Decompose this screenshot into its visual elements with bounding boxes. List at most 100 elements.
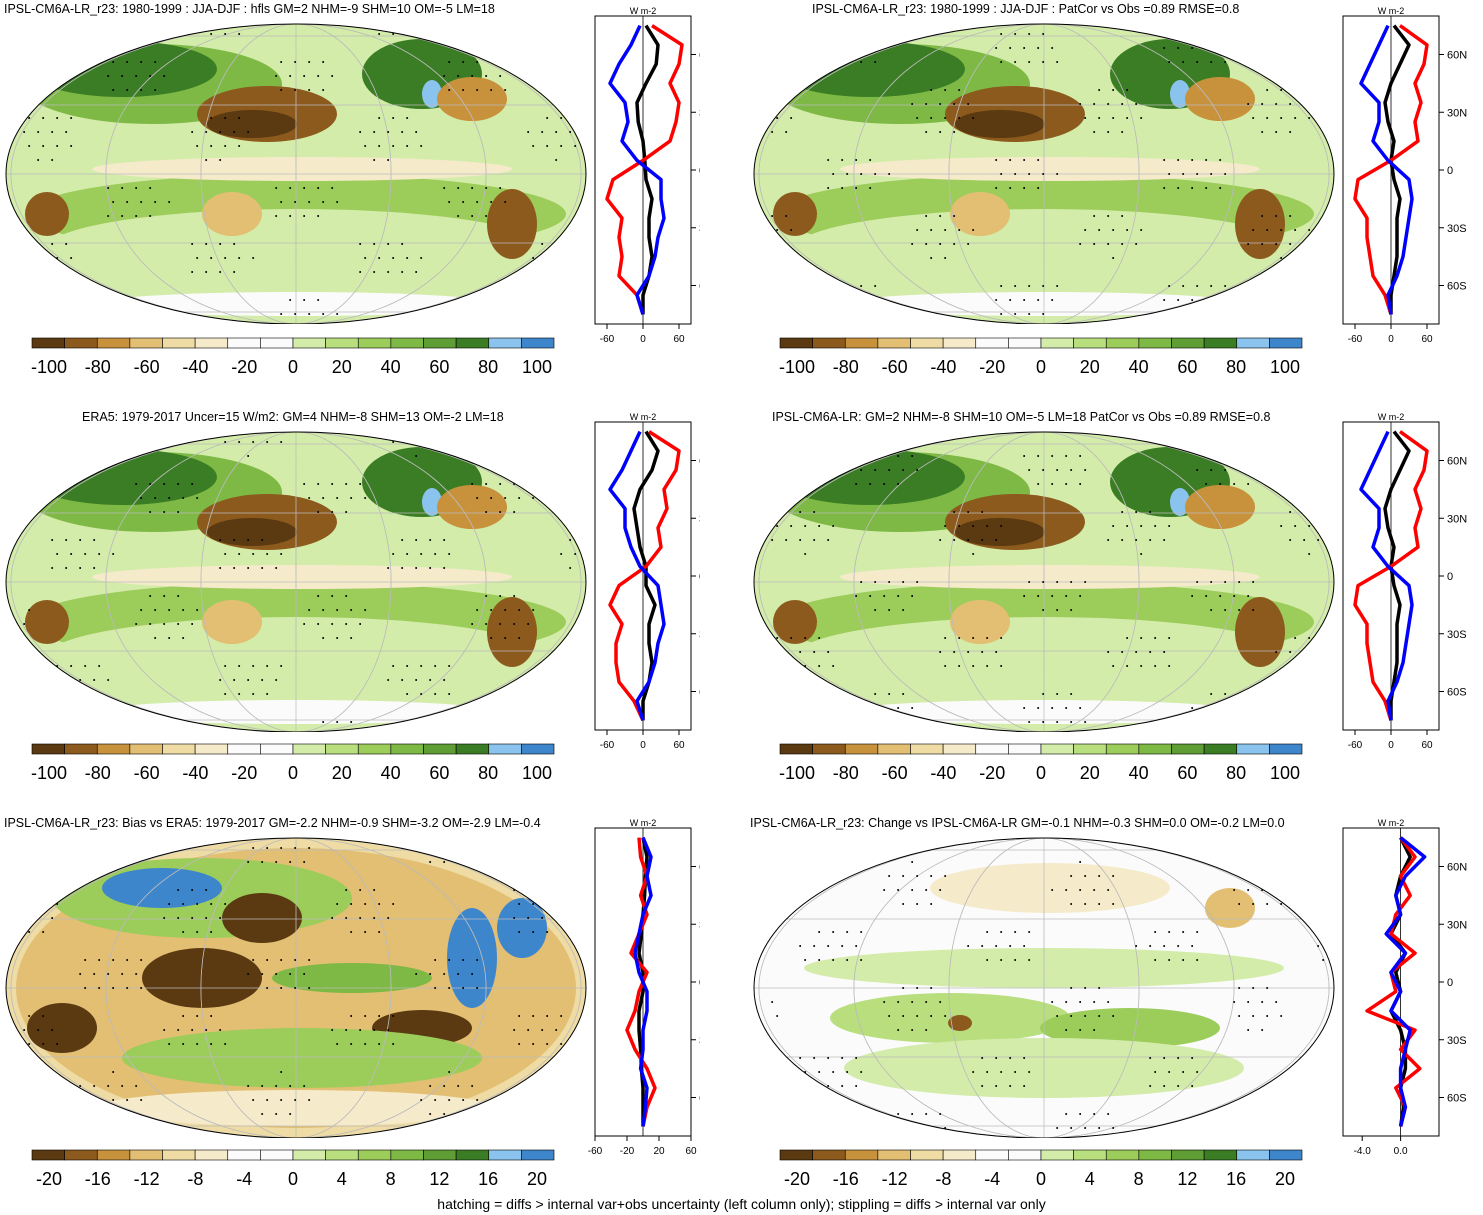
colorbar-swatch bbox=[423, 743, 457, 755]
x-tick-label: 0 bbox=[640, 334, 646, 345]
colorbar-label: 20 bbox=[1275, 1169, 1295, 1189]
x-tick-label: 0 bbox=[1388, 334, 1394, 345]
map-border bbox=[5, 431, 587, 732]
colorbar-swatch bbox=[488, 1149, 522, 1161]
colorbar-swatch bbox=[1138, 337, 1172, 349]
colorbar-swatch bbox=[942, 1149, 977, 1161]
colorbar-swatch bbox=[942, 337, 977, 349]
map-field-region bbox=[27, 41, 217, 97]
colorbar-swatch bbox=[260, 337, 294, 349]
map-field-region bbox=[773, 192, 817, 236]
map-border bbox=[753, 431, 1335, 732]
colorbar-swatch bbox=[292, 743, 326, 755]
colorbar-label: 0 bbox=[288, 1169, 298, 1189]
colorbar-panel-5: -20 -16 -12 -8 -4 0 4 8 12 16 20 bbox=[779, 1149, 1303, 1189]
colorbar-swatch bbox=[1171, 743, 1205, 755]
colorbar-swatch bbox=[1269, 743, 1303, 755]
colorbar-swatch bbox=[812, 337, 846, 349]
map-field-region bbox=[202, 600, 262, 644]
x-tick-label: -60 bbox=[1348, 334, 1363, 345]
colorbar-swatch bbox=[31, 337, 65, 349]
colorbar-label: 60 bbox=[1177, 763, 1197, 783]
y-tick-label: 30S bbox=[699, 629, 700, 641]
colorbar-swatch bbox=[521, 337, 555, 349]
colorbar-swatch bbox=[812, 743, 846, 755]
colorbar-label: 4 bbox=[1085, 1169, 1095, 1189]
profile-panel-1: W m-2 60N 30N 0 30S 60S -60 0 60 bbox=[1342, 6, 1467, 345]
profile-panel-0: W m-2 60N 30N 0 30S 60S -60 0 60 bbox=[594, 6, 700, 345]
graticule-meridian bbox=[948, 24, 1140, 324]
map-field-region bbox=[487, 189, 537, 259]
y-tick-label: 60S bbox=[1447, 687, 1467, 699]
map-panel-4 bbox=[5, 837, 587, 1138]
colorbar-label: -20 bbox=[231, 763, 257, 783]
map-field-region bbox=[1185, 77, 1255, 121]
colorbar-swatch bbox=[1008, 1149, 1042, 1161]
profile-unit: W m-2 bbox=[630, 412, 657, 422]
graticule-meridian bbox=[105, 432, 487, 732]
x-tick-label: 60 bbox=[1421, 740, 1433, 751]
y-tick-label: 60S bbox=[1447, 281, 1467, 293]
map-field-region bbox=[955, 110, 1045, 138]
profile-series-blue bbox=[1359, 430, 1414, 721]
colorbar-label: -80 bbox=[85, 763, 111, 783]
colorbar-label: -40 bbox=[182, 763, 208, 783]
profile-unit: W m-2 bbox=[630, 818, 657, 828]
y-tick-label: 60N bbox=[1447, 50, 1467, 62]
map-field-region bbox=[207, 110, 297, 138]
colorbar-swatch bbox=[779, 743, 813, 755]
map-field-region bbox=[27, 449, 217, 505]
colorbar-label: 60 bbox=[1177, 357, 1197, 377]
y-tick-label: 30N bbox=[1447, 107, 1467, 119]
y-tick-label: 0 bbox=[699, 977, 700, 989]
colorbar-swatch bbox=[357, 337, 392, 349]
colorbar-swatch bbox=[1073, 743, 1107, 755]
colorbar-panel-4: -20 -16 -12 -8 -4 0 4 8 12 16 20 bbox=[31, 1149, 555, 1189]
graticule-meridian bbox=[948, 838, 1140, 1138]
colorbar-label: -12 bbox=[882, 1169, 908, 1189]
map-field-region bbox=[142, 948, 262, 1008]
y-tick-label: 0 bbox=[699, 165, 700, 177]
x-tick-label: -60 bbox=[600, 334, 615, 345]
graticule-meridian bbox=[10, 838, 582, 1138]
profile-series-black bbox=[1389, 836, 1412, 1127]
map-field-region bbox=[207, 518, 297, 546]
colorbar-swatch bbox=[1236, 1149, 1270, 1161]
colorbar-swatch bbox=[779, 337, 813, 349]
colorbar-swatch bbox=[1171, 337, 1205, 349]
map-field-region bbox=[930, 863, 1170, 913]
graticule-meridian bbox=[853, 838, 1235, 1138]
graticule-meridian bbox=[200, 24, 392, 324]
colorbar-label: -60 bbox=[882, 357, 908, 377]
map-field-region bbox=[272, 963, 432, 993]
x-tick-label: -4.0 bbox=[1354, 1146, 1372, 1157]
colorbar-swatch bbox=[1203, 337, 1238, 349]
colorbar-swatch bbox=[227, 337, 261, 349]
colorbar-swatch bbox=[488, 337, 522, 349]
colorbar-swatch bbox=[910, 1149, 944, 1161]
y-tick-label: 0 bbox=[699, 571, 700, 583]
map-field-region bbox=[840, 157, 1260, 181]
panel-title-0: IPSL-CM6A-LR_r23: 1980-1999 : JJA-DJF : … bbox=[4, 2, 495, 16]
colorbar-swatch bbox=[325, 1149, 359, 1161]
colorbar-swatch bbox=[1008, 743, 1042, 755]
colorbar-label: 20 bbox=[1080, 763, 1100, 783]
colorbar-label: -16 bbox=[85, 1169, 111, 1189]
colorbar-label: 80 bbox=[1226, 763, 1246, 783]
colorbar-swatch bbox=[1105, 337, 1140, 349]
colorbar-swatch bbox=[975, 1149, 1009, 1161]
profile-series-blue bbox=[633, 836, 653, 1127]
map-field-region bbox=[422, 80, 442, 108]
profile-series-black bbox=[1383, 24, 1411, 315]
colorbar-label: 0 bbox=[1036, 357, 1046, 377]
colorbar-swatch bbox=[844, 743, 879, 755]
colorbar-label: 80 bbox=[478, 763, 498, 783]
colorbar-swatch bbox=[812, 1149, 846, 1161]
stippling bbox=[771, 861, 1325, 1129]
profile-series-red bbox=[1353, 24, 1429, 315]
colorbar-label: 100 bbox=[1270, 357, 1300, 377]
colorbar-swatch bbox=[162, 1149, 196, 1161]
profile-series-red bbox=[1353, 430, 1429, 721]
colorbar-label: 40 bbox=[381, 357, 401, 377]
colorbar-swatch bbox=[31, 743, 65, 755]
